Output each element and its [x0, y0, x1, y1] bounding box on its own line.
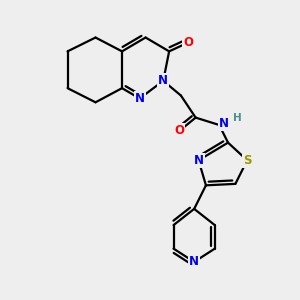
Text: S: S: [243, 154, 251, 167]
Text: N: N: [158, 74, 168, 87]
Text: O: O: [183, 36, 193, 49]
Text: N: N: [135, 92, 145, 105]
Text: O: O: [174, 124, 184, 137]
Text: N: N: [194, 154, 204, 167]
Text: H: H: [233, 113, 242, 124]
Text: N: N: [219, 117, 229, 130]
Text: N: N: [189, 255, 199, 268]
